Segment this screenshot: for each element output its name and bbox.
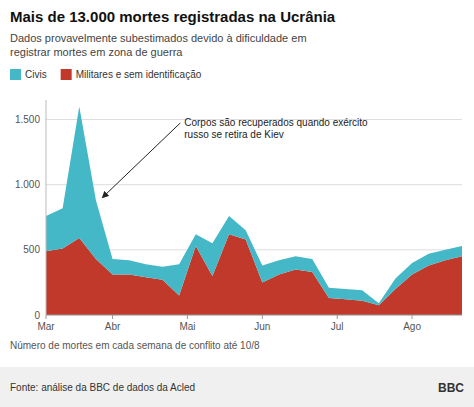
x-tick-label: Mai xyxy=(179,321,195,332)
source: Fonte: análise da BBC de dados da Acled xyxy=(10,382,195,393)
y-tick-label: 0 xyxy=(34,310,40,321)
x-axis-label: Número de mortes em cada semana de confl… xyxy=(10,340,260,351)
plot-areas xyxy=(46,107,462,315)
x-tick-label: Ago xyxy=(403,321,421,332)
y-tick-label: 500 xyxy=(23,244,40,255)
annotation-line: Corpos são recuperados quando exército xyxy=(184,117,368,128)
credit: BBC xyxy=(438,381,464,395)
chart: Mais de 13.000 mortes registradas na Ucr… xyxy=(0,0,474,407)
x-tick xyxy=(412,315,413,319)
legend-swatch xyxy=(61,69,72,80)
legend-label: Civis xyxy=(25,69,47,80)
grid-line xyxy=(46,315,462,316)
title: Mais de 13.000 mortes registradas na Ucr… xyxy=(10,8,336,25)
x-tick-label: Jul xyxy=(331,321,344,332)
subtitle: Dados provavelmente subestimados devido … xyxy=(10,32,307,58)
legend-label: Militares e sem identificação xyxy=(76,69,202,80)
x-tick xyxy=(337,315,338,319)
background xyxy=(0,0,474,407)
x-tick xyxy=(262,315,263,319)
subtitle-line: registrar mortes em zona de guerra xyxy=(10,46,183,58)
x-tick-label: Mar xyxy=(37,321,55,332)
y-tick-label: 1.000 xyxy=(15,179,40,190)
subtitle-line: Dados provavelmente subestimados devido … xyxy=(10,32,307,44)
area xyxy=(46,107,462,306)
y-tick-label: 1.500 xyxy=(15,114,40,125)
annotation: Corpos são recuperados quando exércitoru… xyxy=(184,117,368,140)
x-tick xyxy=(46,315,47,319)
annotation-arrow xyxy=(102,123,180,198)
x-tick xyxy=(112,315,113,319)
x-tick-label: Abr xyxy=(105,321,121,332)
footer xyxy=(0,367,474,407)
legend-swatch xyxy=(10,69,21,80)
grid-line xyxy=(46,184,462,185)
x-tick-label: Jun xyxy=(254,321,270,332)
x-axis-line xyxy=(46,315,462,316)
x-tick xyxy=(187,315,188,319)
annotation-line: russo se retira de Kiev xyxy=(184,129,283,140)
y-axis-line xyxy=(46,100,47,315)
